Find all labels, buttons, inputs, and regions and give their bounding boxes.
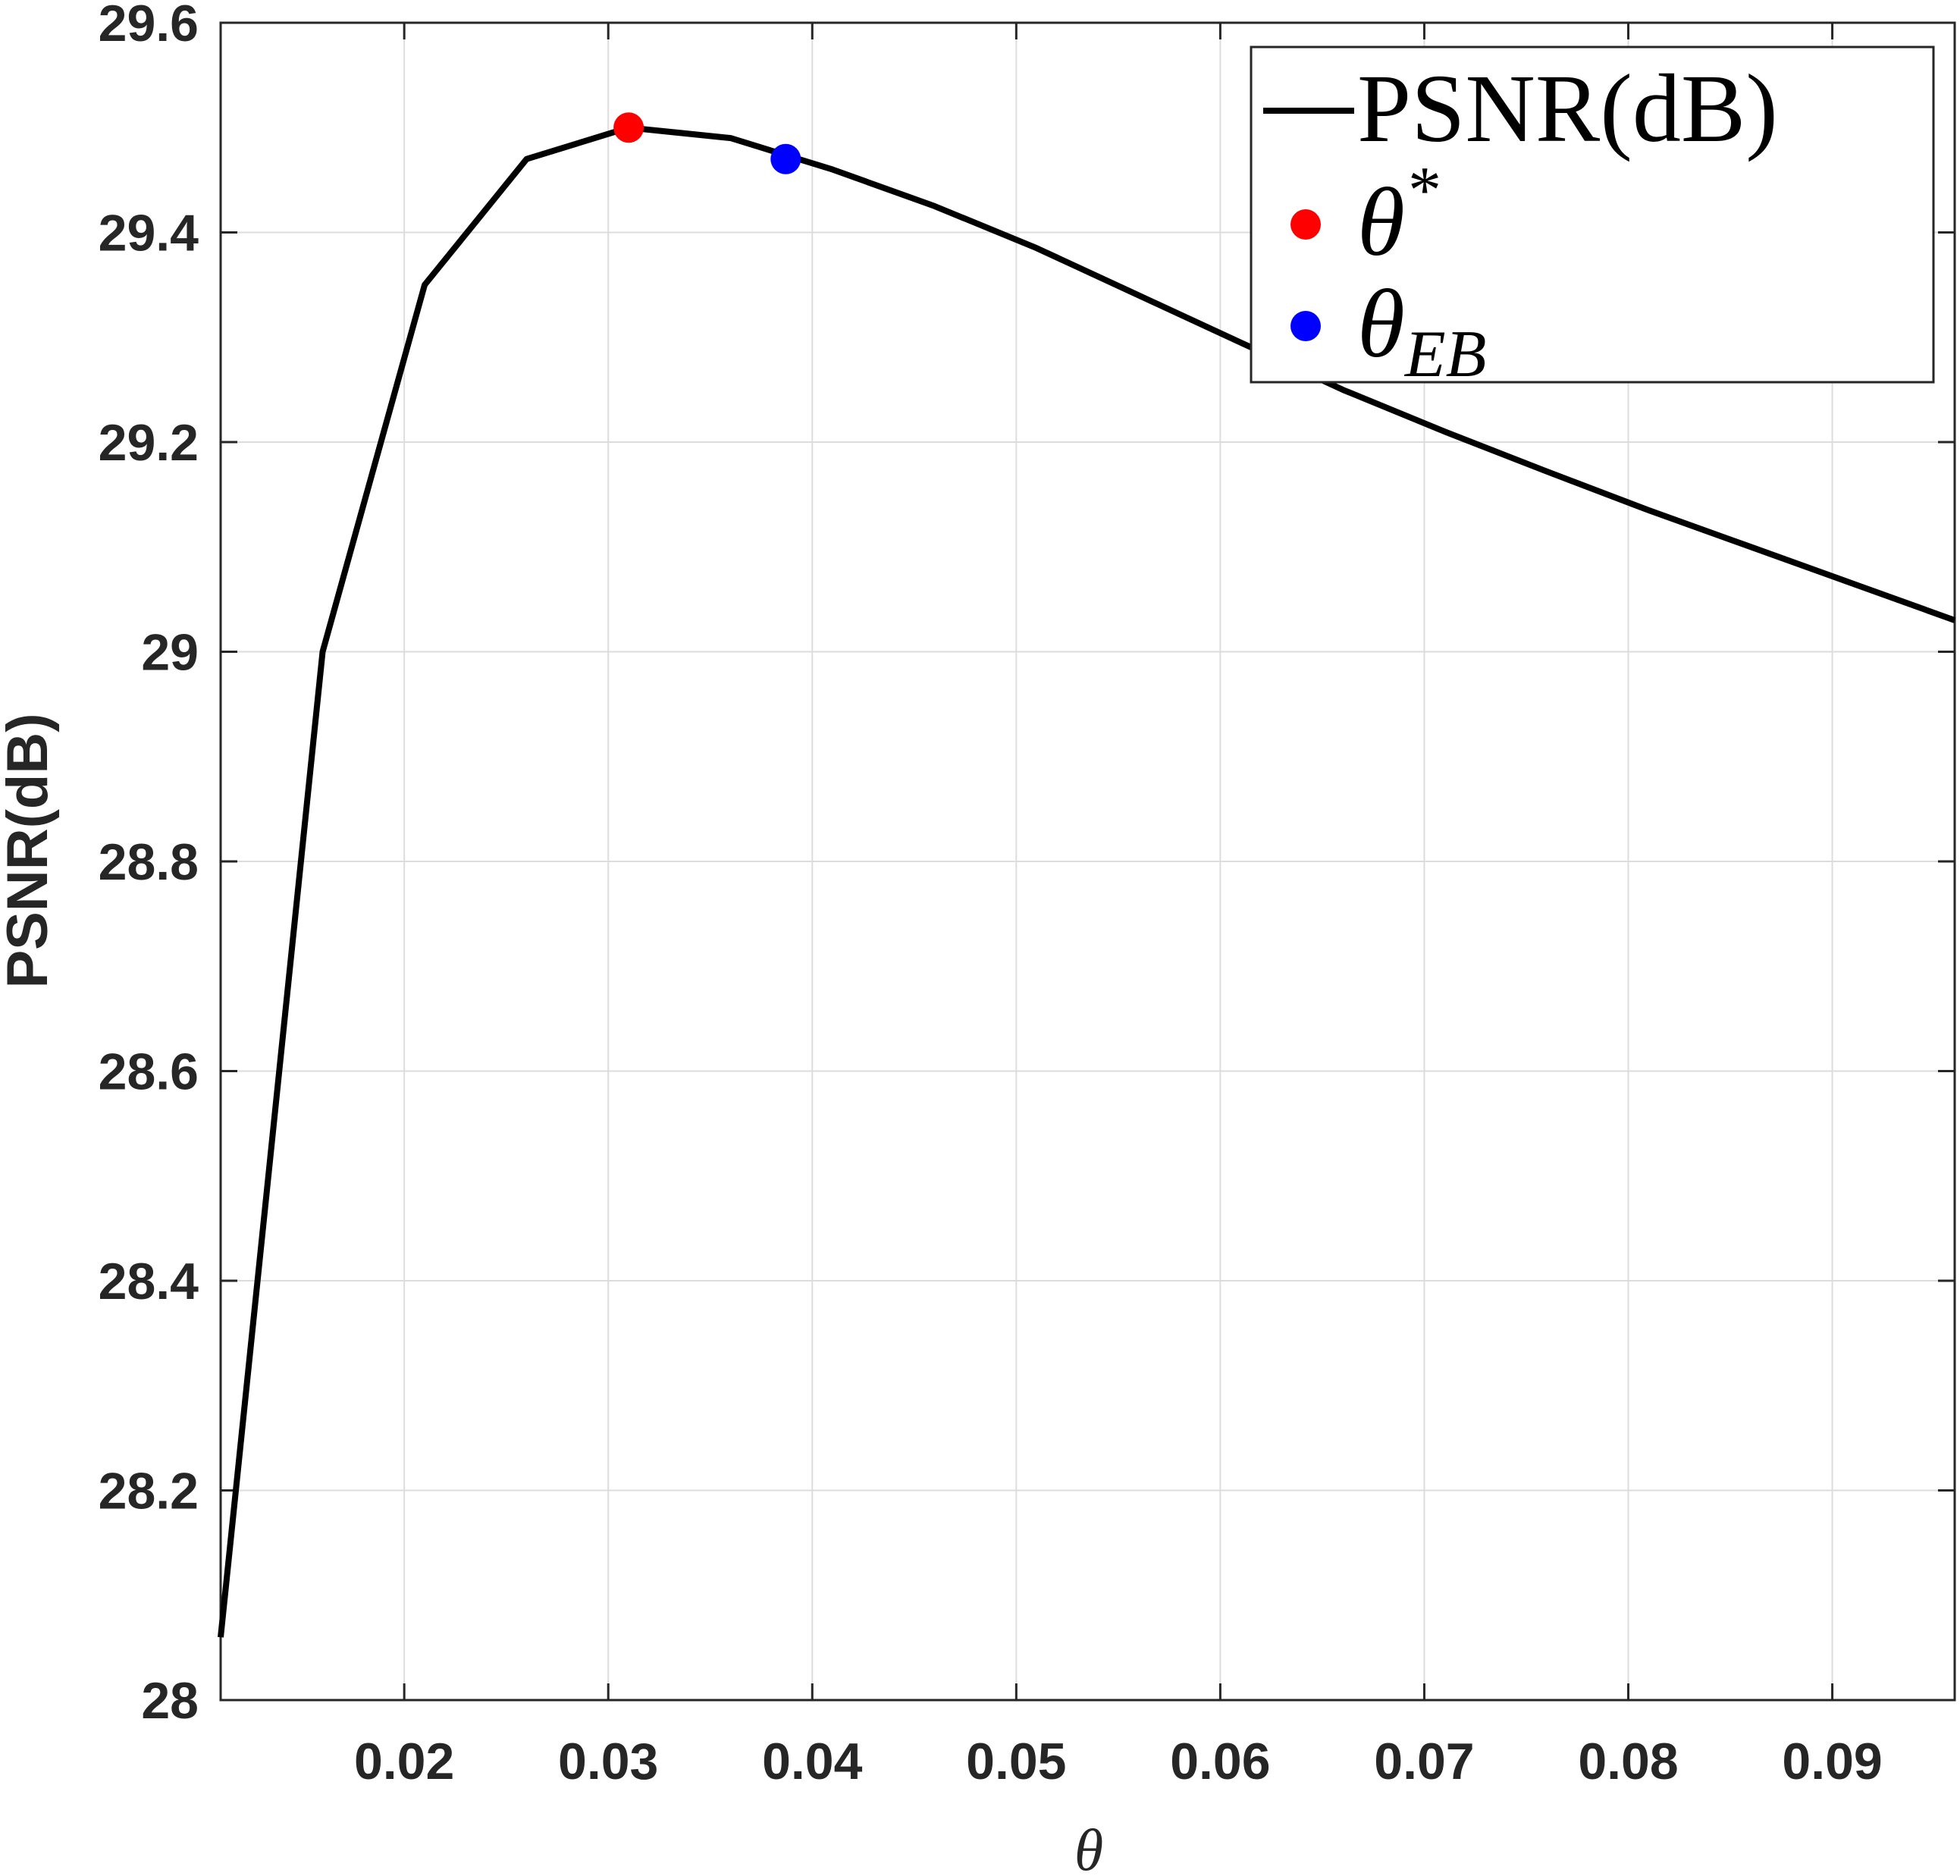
legend-box	[1250, 45, 1935, 384]
y-tick-label: 28.4	[99, 1253, 199, 1310]
legend-label-theta-eb: θEB	[1357, 270, 1486, 391]
x-axis-label: θ	[1074, 1817, 1103, 1876]
marker-theta-eb	[770, 143, 801, 174]
psnr-series-line	[218, 124, 1956, 1638]
y-tick-label: 29	[141, 624, 199, 682]
x-tick-label: 0.04	[762, 1733, 863, 1790]
y-tick-label: 29.6	[99, 0, 199, 52]
y-tick-label: 29.2	[99, 414, 199, 472]
legend-marker-theta-star	[1290, 209, 1321, 240]
y-tick-label: 28.6	[99, 1043, 199, 1101]
legend-label-theta-star: θ*	[1357, 154, 1438, 276]
x-tick-label: 0.05	[966, 1733, 1066, 1790]
y-tick-label: 28.8	[99, 833, 199, 891]
legend-theta-eb-sub: EB	[1403, 318, 1487, 391]
legend-theta-eb-base: θ	[1357, 270, 1405, 378]
y-tick-label: 28.2	[99, 1463, 199, 1520]
legend: PSNR(dB) θ* θEB	[1250, 45, 1935, 391]
y-axis-label: PSNR(dB)	[0, 713, 60, 988]
x-tick-label: 0.07	[1374, 1733, 1474, 1790]
legend-marker-theta-eb	[1290, 311, 1321, 341]
x-tick-label: 0.09	[1782, 1733, 1882, 1790]
x-tick-label: 0.08	[1578, 1733, 1678, 1790]
legend-label-psnr: PSNR(dB)	[1357, 55, 1778, 162]
x-tick-label: 0.03	[558, 1733, 658, 1790]
legend-theta-star-base: θ	[1357, 168, 1405, 276]
series-layer	[218, 124, 1956, 1638]
x-tick-label: 0.02	[354, 1733, 454, 1790]
marker-layer	[613, 112, 801, 174]
marker-theta-star	[613, 112, 644, 143]
y-tick-label: 28	[141, 1672, 199, 1730]
tick-labels: 0.02 0.03 0.04 0.05 0.06 0.07 0.08 0.09 28 28.2 28…	[99, 0, 1883, 1790]
x-tick-label: 0.06	[1170, 1733, 1270, 1790]
axes	[219, 21, 1956, 1702]
y-tick-label: 29.4	[99, 205, 199, 262]
legend-theta-star-sup: *	[1405, 154, 1438, 227]
plot-frame	[219, 21, 1956, 1702]
